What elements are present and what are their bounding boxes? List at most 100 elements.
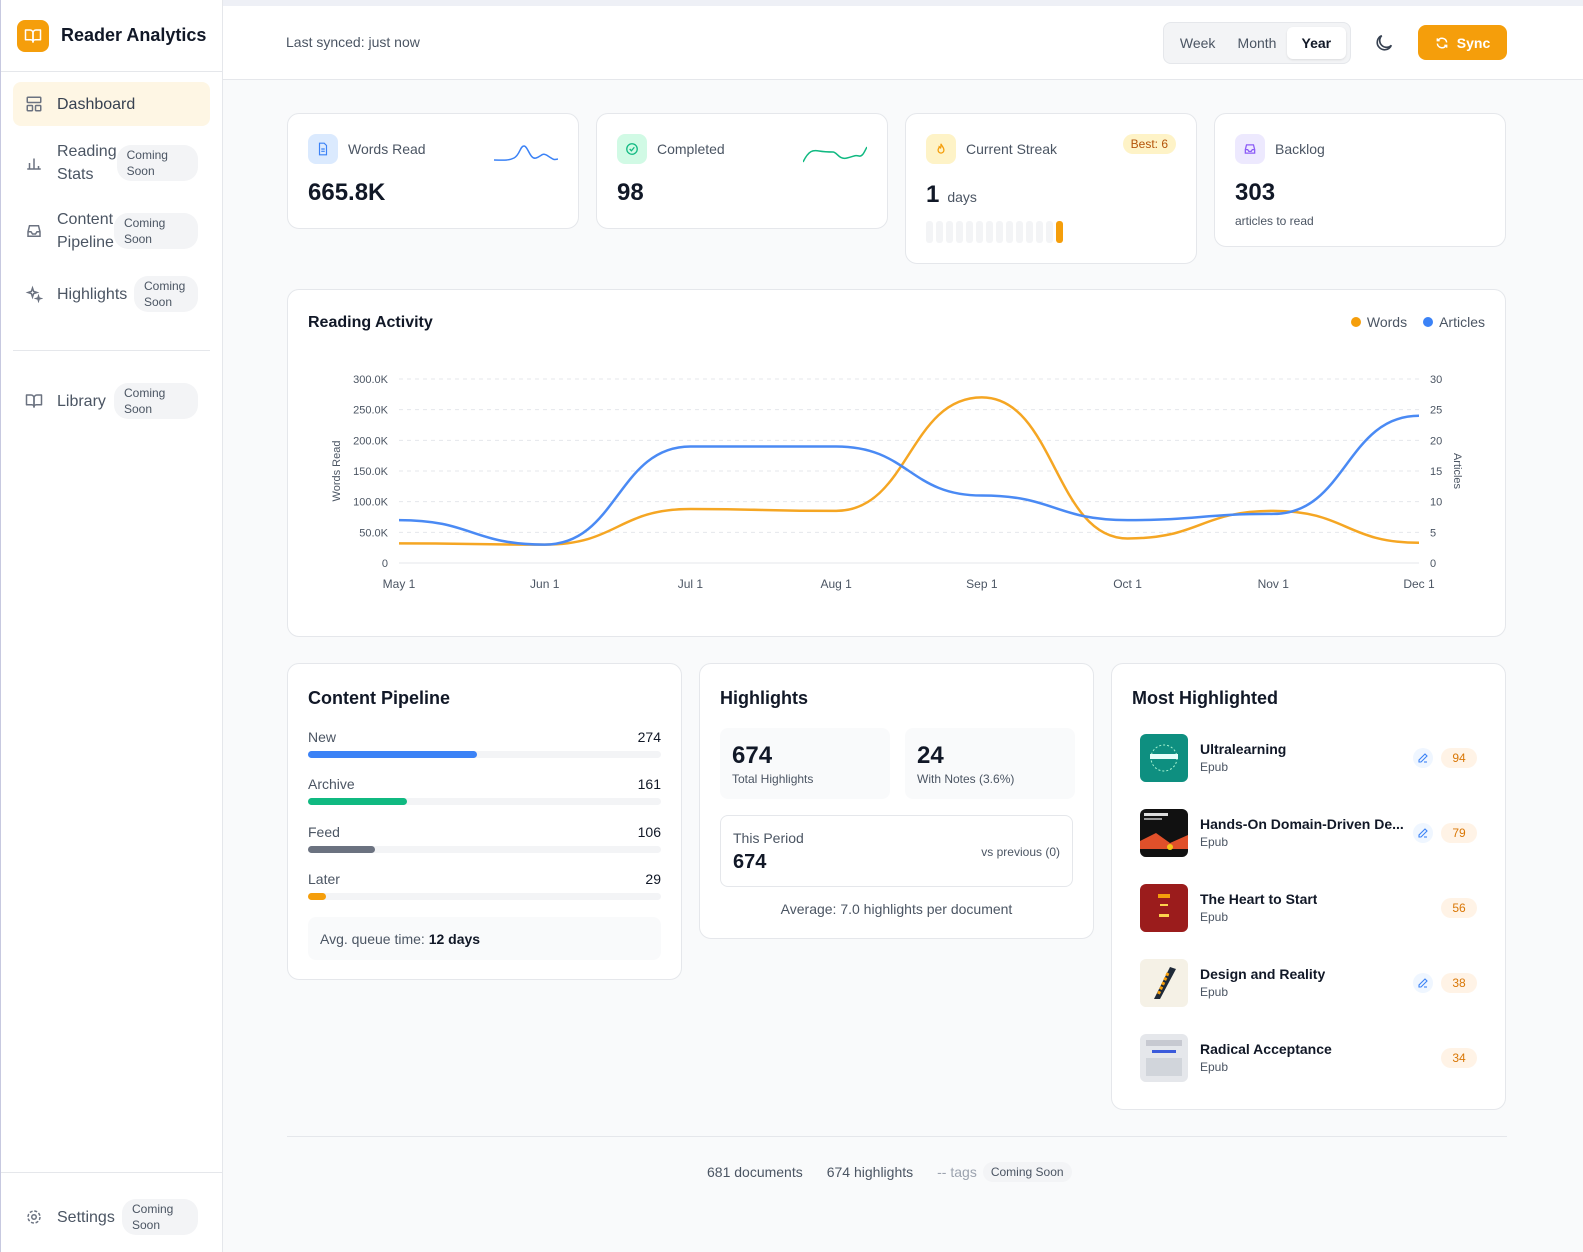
pipeline-bar	[308, 846, 376, 853]
sidebar-item-library[interactable]: Library Coming Soon	[13, 375, 210, 427]
sidebar-item-label: Reading Stats	[57, 143, 117, 183]
y2-tick-label: 25	[1430, 405, 1442, 417]
stat-value: 303	[1235, 179, 1276, 206]
edit-note-icon	[1413, 748, 1433, 768]
bar-chart-icon	[27, 158, 41, 170]
list-item[interactable]: Design and Reality Epub 38	[1140, 959, 1477, 1009]
pipeline-bar-track	[308, 846, 661, 853]
y-tick-label: 150.0K	[353, 466, 389, 478]
vs-previous: vs previous (0)	[981, 845, 1060, 859]
y-tick-label: 50.0K	[359, 527, 388, 539]
stat-value: 98	[617, 179, 644, 206]
list-item[interactable]: Hands-On Domain-Driven De... Epub 79	[1140, 809, 1477, 859]
notes-value: 24	[917, 742, 944, 769]
pipeline-count: 29	[645, 871, 661, 887]
period-value: 674	[733, 851, 767, 873]
reading-activity-card: Reading Activity Words Articles 0 50.0K 10…	[287, 289, 1506, 637]
sidebar-item-settings[interactable]: Settings Coming Soon	[13, 1191, 210, 1243]
coming-soon-badge: Coming Soon	[114, 383, 198, 419]
stat-label: Completed	[657, 141, 725, 157]
pipeline-label: New	[308, 729, 337, 745]
pipeline-bar-track	[308, 751, 661, 758]
period-label: This Period	[733, 830, 804, 846]
notes-label: With Notes (3.6%)	[917, 772, 1015, 786]
y2-tick-label: 0	[1430, 558, 1436, 570]
book-title: Hands-On Domain-Driven De...	[1200, 816, 1404, 832]
x-tick-label: Jul 1	[678, 577, 704, 591]
highlights-card: Highlights 674 Total Highlights 24 With …	[699, 663, 1094, 939]
sidebar-item-highlights[interactable]: Highlights Coming Soon	[13, 268, 210, 320]
list-item[interactable]: Ultralearning Epub 94	[1140, 734, 1477, 784]
streak-day	[946, 221, 953, 243]
coming-soon-badge: Coming Soon	[982, 1162, 1072, 1182]
stat-sub: articles to read	[1235, 214, 1314, 228]
moon-icon[interactable]	[1373, 32, 1395, 54]
list-item[interactable]: The Heart to Start Epub 56	[1140, 884, 1477, 934]
streak-day	[926, 221, 933, 243]
sidebar-item-dashboard[interactable]: Dashboard	[13, 82, 210, 126]
y2-tick-label: 15	[1430, 466, 1442, 478]
coming-soon-badge: Coming Soon	[116, 145, 198, 181]
book-type: Epub	[1200, 985, 1229, 999]
footer-divider	[287, 1136, 1507, 1137]
stat-value: 665.8K	[308, 179, 386, 206]
words-read-card: Words Read 665.8K	[287, 113, 579, 229]
sidebar-item-label: Settings	[57, 1208, 115, 1226]
book-type: Epub	[1200, 1060, 1229, 1074]
documents-count: 681 documents	[707, 1164, 803, 1180]
stat-unit: days	[947, 189, 977, 205]
coming-soon-badge: Coming Soon	[122, 1199, 198, 1235]
x-tick-label: Nov 1	[1258, 577, 1290, 591]
card-title: Highlights	[720, 688, 808, 708]
edit-note-icon	[1413, 823, 1433, 843]
highlight-count: 34	[1441, 1048, 1477, 1068]
total-highlights-value: 674	[732, 742, 773, 769]
book-open-icon	[17, 19, 49, 52]
sidebar-item-reading-stats[interactable]: Reading Stats Coming Soon	[13, 132, 210, 194]
period-week-button[interactable]: Week	[1179, 35, 1216, 51]
legend-articles: Articles	[1423, 314, 1485, 330]
refresh-icon	[1436, 37, 1448, 48]
coming-soon-badge: Coming Soon	[134, 276, 198, 312]
stat-value: 1	[926, 181, 940, 208]
pipeline-count: 274	[637, 729, 661, 745]
y2-tick-label: 30	[1430, 374, 1442, 386]
highlight-count: 94	[1441, 748, 1477, 768]
highlight-count: 79	[1441, 823, 1477, 843]
queue-value: 12 days	[428, 931, 481, 947]
total-highlights-label: Total Highlights	[732, 772, 814, 786]
pipeline-bar	[308, 798, 407, 805]
list-item[interactable]: Radical Acceptance Epub 34	[1140, 1034, 1477, 1084]
highlights-count: 674 highlights	[826, 1164, 914, 1180]
sync-button[interactable]: Sync	[1418, 25, 1507, 60]
streak-card: Current Streak Best: 6 1 days	[905, 113, 1197, 264]
y-axis-label: Words Read	[331, 441, 343, 502]
sparkles-icon	[25, 285, 43, 303]
pipeline-label: Later	[308, 871, 340, 887]
total-highlights-box: 674 Total Highlights	[720, 728, 890, 799]
y2-tick-label: 20	[1430, 435, 1442, 447]
gear-icon	[27, 1210, 41, 1224]
streak-day	[966, 221, 973, 243]
sync-label: Sync	[1456, 34, 1491, 51]
y-tick-label: 100.0K	[353, 497, 389, 509]
period-month-button[interactable]: Month	[1237, 35, 1277, 51]
book-title: Design and Reality	[1200, 966, 1326, 982]
sidebar-nav: Dashboard Reading Stats Coming Soon Cont…	[1, 72, 222, 336]
reading-activity-chart: 0 50.0K 100.0K 150.0K 200.0K 250.0K 300.0K 0 5 10…	[331, 374, 1463, 591]
pipeline-bar-track	[308, 798, 661, 805]
pipeline-bar	[308, 751, 478, 758]
nav-divider	[13, 350, 210, 351]
sidebar-item-content-pipeline[interactable]: Content Pipeline Coming Soon	[13, 200, 210, 262]
queue-label: Avg. queue time:	[320, 931, 425, 947]
pipeline-row-later: Later 29	[308, 871, 661, 900]
period-year-button[interactable]: Year	[1286, 27, 1346, 59]
pipeline-bar	[308, 893, 326, 900]
x-tick-label: Aug 1	[820, 577, 852, 591]
sidebar-footer: Settings Coming Soon	[1, 1172, 222, 1252]
sync-status: Last synced: just now	[286, 34, 420, 50]
legend-words: Words	[1350, 314, 1407, 330]
sidebar-item-label: Library	[57, 392, 106, 410]
stat-label: Words Read	[348, 141, 426, 157]
most-highlighted-card: Most Highlighted Ultralearning Epub 94 H…	[1111, 663, 1506, 1110]
